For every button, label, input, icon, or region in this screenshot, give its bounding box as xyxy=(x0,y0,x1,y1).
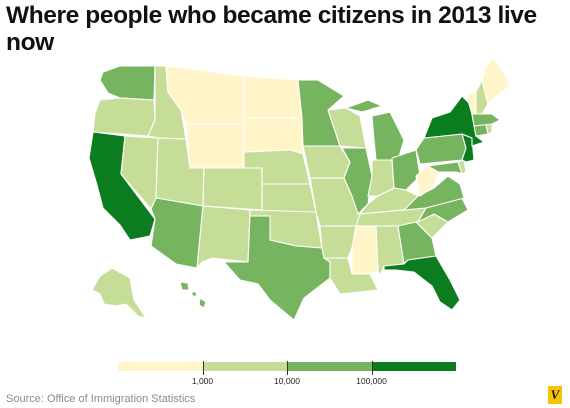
state-IA xyxy=(302,145,351,179)
state-NM xyxy=(196,205,251,269)
legend-segment-lt-1000 xyxy=(118,362,203,371)
legend-segment-10000-100000 xyxy=(287,362,372,371)
legend-segment-1000-10000 xyxy=(202,362,287,371)
legend-label-1000: 1,000 xyxy=(191,376,214,386)
state-NH xyxy=(475,79,489,115)
state-TX xyxy=(223,215,331,321)
legend-segment-gt-100000 xyxy=(371,362,456,371)
state-ME xyxy=(481,57,511,105)
state-ND xyxy=(243,75,303,119)
state-KS xyxy=(261,183,317,213)
state-IL xyxy=(341,147,373,215)
state-MA xyxy=(471,113,501,127)
legend-tick-10000 xyxy=(287,361,288,375)
state-WY xyxy=(185,123,245,169)
legend-tick-100000 xyxy=(371,361,373,375)
map-title: Where people who became citizens in 2013… xyxy=(6,2,537,56)
source-note: Source: Office of Immigration Statistics xyxy=(6,393,196,405)
brand-logo: V xyxy=(548,386,562,404)
state-AK xyxy=(91,267,147,319)
legend-tick-1000 xyxy=(202,361,204,375)
state-CO xyxy=(202,167,263,211)
legend-label-100000: 100,000 xyxy=(356,376,387,386)
state-OR xyxy=(92,97,156,137)
state-WA xyxy=(99,65,156,101)
state-AZ xyxy=(150,197,204,269)
state-PA xyxy=(415,133,467,165)
state-SD xyxy=(243,117,304,155)
state-FL xyxy=(383,255,461,311)
state-MS xyxy=(351,225,379,275)
state-HI xyxy=(179,281,207,309)
state-DE xyxy=(457,159,467,175)
legend-label-10000: 10,000 xyxy=(274,376,300,386)
state-LA xyxy=(323,257,379,295)
legend-bar xyxy=(118,361,456,375)
